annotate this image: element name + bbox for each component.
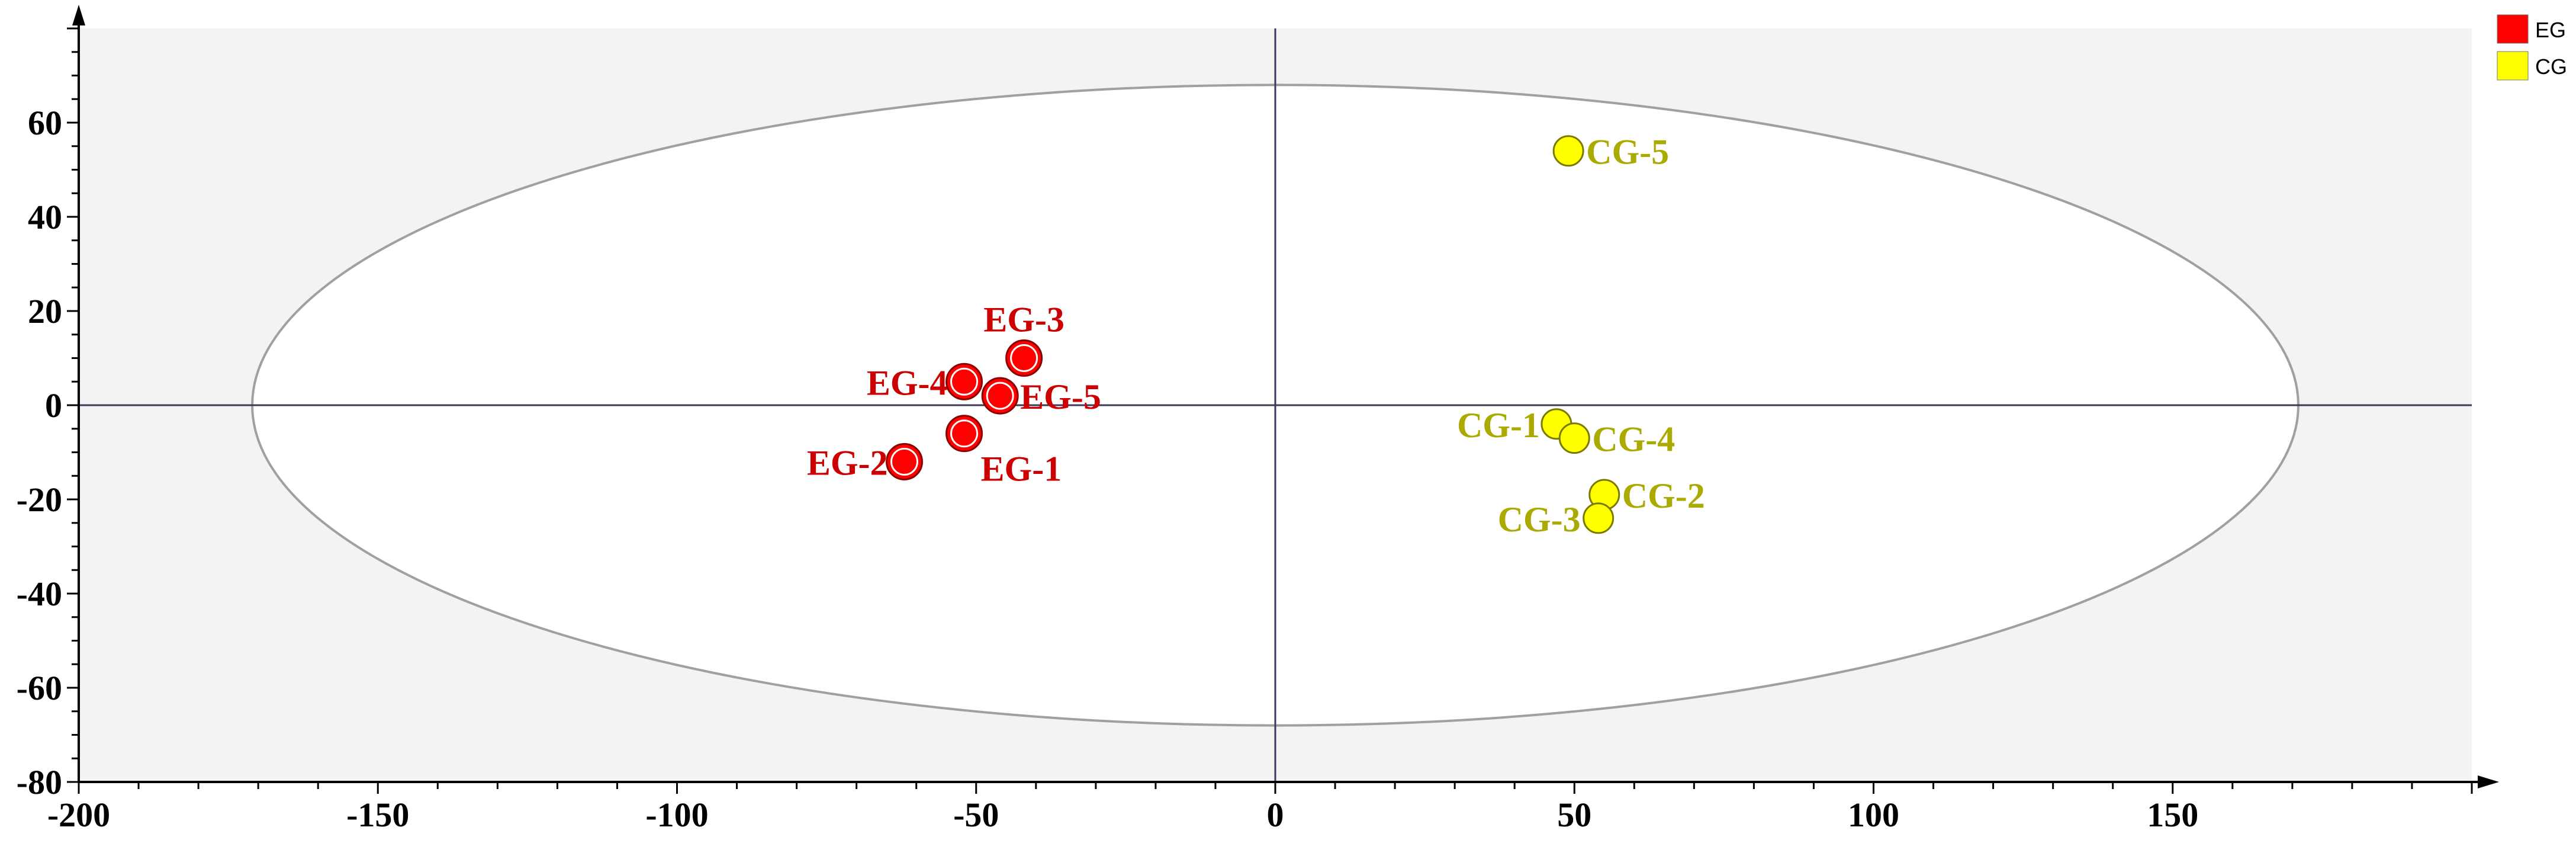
point-label-eg-3: EG-3 [983,300,1065,339]
x-axis-arrow [2478,775,2499,788]
point-label-cg-1: CG-1 [1457,406,1540,445]
point-inner-ring [1010,344,1038,372]
y-tick-label: 0 [45,386,62,425]
point-label-cg-3: CG-3 [1498,500,1581,539]
x-tick-label: -200 [47,796,110,834]
point-inner-ring [986,381,1014,410]
legend-swatch-eg [2497,14,2529,44]
point-cg-3 [1583,502,1615,534]
x-tick-label: 150 [2147,796,2198,834]
axes-layer [72,5,2499,788]
points-layer: EG-1 EG-2 EG-3 EG-4 EG-5 CG-1 CG-2 CG-3 CG-4 CG-5 [807,133,1705,539]
point-cg-5 [1552,135,1584,167]
y-axis-arrow [72,5,85,25]
x-tick-label: 0 [1267,796,1284,834]
x-tick-label: -100 [645,796,708,834]
y-tick-label: -80 [17,763,62,802]
x-tick-label: 50 [1557,796,1591,834]
y-tick-label: 20 [28,292,62,331]
legend-swatch-cg [2497,51,2529,81]
legend: EG CG [2497,14,2567,81]
point-label-eg-5: EG-5 [1020,377,1101,416]
point-inner-ring [950,367,979,396]
point-label-eg-1: EG-1 [981,450,1062,489]
point-label-eg-4: EG-4 [867,363,948,402]
y-tick-label: -40 [17,575,62,613]
point-inner-ring [890,447,918,476]
x-tick-label: 100 [1848,796,1899,834]
x-tick-label: -50 [953,796,999,834]
point-cg-4 [1558,422,1590,454]
point-label-cg-5: CG-5 [1586,133,1669,172]
y-tick-label: 60 [28,104,62,142]
point-label-cg-2: CG-2 [1622,476,1705,515]
x-tick-label: -150 [346,796,409,834]
legend-label-cg: CG [2535,54,2567,79]
point-label-eg-2: EG-2 [807,443,888,482]
point-label-cg-4: CG-4 [1592,420,1675,459]
point-inner-ring [950,419,979,448]
y-tick-label: 40 [28,198,62,236]
ticks-layer: -200 -150 -100 -50 0 50 100 150-80-60-40-200204… [17,27,2473,834]
y-tick-label: -60 [17,669,62,707]
y-tick-label: -20 [17,480,62,519]
legend-label-eg: EG [2535,18,2566,42]
